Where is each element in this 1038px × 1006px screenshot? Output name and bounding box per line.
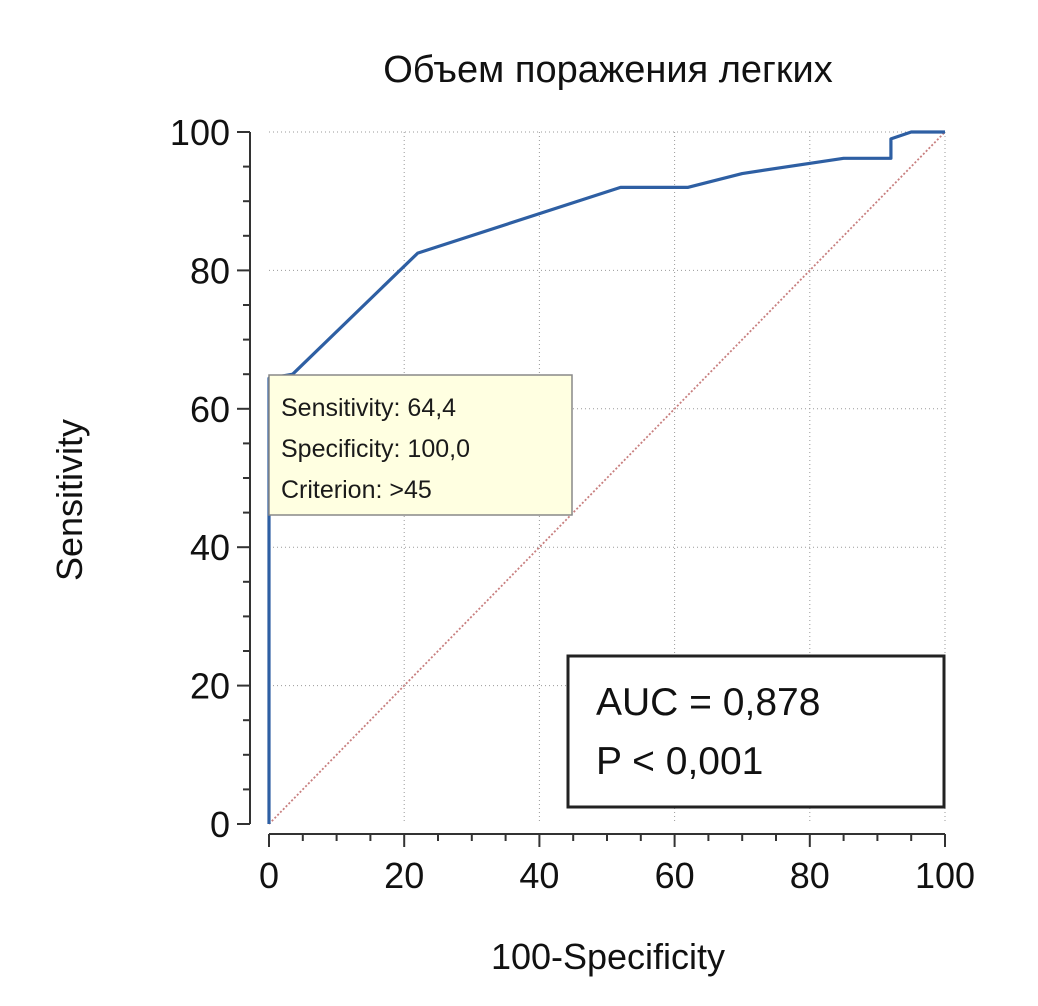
x-axis-title: 100-Specificity bbox=[491, 936, 725, 977]
tooltip-criterion: Criterion: >45 bbox=[281, 476, 432, 504]
x-tick-label: 100 bbox=[915, 855, 975, 896]
chart-frame: 0 20 40 60 80 100 0 20 40 60 80 100 Объем поражения… bbox=[28, 34, 1012, 991]
tooltip-box: Sensitivity: 64,4 Specificity: 100,0 Cri… bbox=[268, 374, 573, 516]
y-tick-label: 40 bbox=[190, 527, 230, 568]
tooltip-specificity: Specificity: 100,0 bbox=[281, 435, 470, 463]
auc-annotation: AUC = 0,878 P < 0,001 bbox=[566, 654, 946, 809]
y-tick-label: 0 bbox=[210, 804, 230, 845]
x-tick-label: 60 bbox=[655, 855, 695, 896]
y-axis-title: Sensitivity bbox=[49, 419, 90, 581]
x-tick-label: 0 bbox=[259, 855, 279, 896]
reference-diagonal-line bbox=[268, 131, 946, 825]
x-tick-label: 80 bbox=[790, 855, 830, 896]
x-tick-label: 20 bbox=[384, 855, 424, 896]
x-tick-label: 40 bbox=[519, 855, 559, 896]
y-tick-label: 100 bbox=[170, 112, 230, 153]
tooltip-sensitivity: Sensitivity: 64,4 bbox=[281, 394, 456, 422]
p-value: P < 0,001 bbox=[596, 740, 763, 783]
roc-chart: 0 20 40 60 80 100 0 20 40 60 80 100 Объем поражения… bbox=[49, 49, 975, 977]
y-tick-label: 20 bbox=[190, 666, 230, 707]
chart-title: Объем поражения легких bbox=[383, 49, 833, 91]
auc-value: AUC = 0,878 bbox=[596, 681, 820, 724]
y-tick-label: 80 bbox=[190, 250, 230, 291]
y-tick-label: 60 bbox=[190, 389, 230, 430]
